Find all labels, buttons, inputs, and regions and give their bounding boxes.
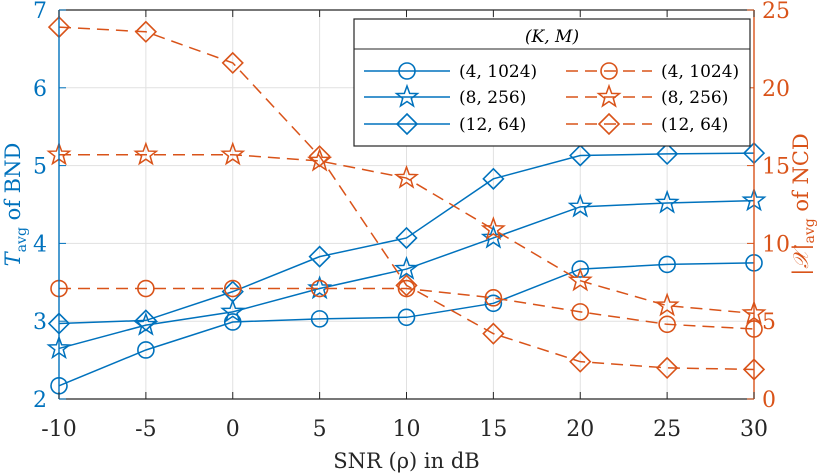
legend-label: (4, 1024) xyxy=(661,62,739,82)
left-y-axis-label-sub: avg xyxy=(14,227,30,252)
data-point-star xyxy=(393,255,420,280)
data-point-circle xyxy=(137,341,155,359)
x-tick-label: -5 xyxy=(135,417,156,442)
series-line xyxy=(59,287,755,330)
data-point-circle xyxy=(310,310,329,328)
data-point-diamond xyxy=(482,167,505,190)
legend-entry-left-star: (8, 256) xyxy=(364,83,526,108)
right-y-axis-label-sub: avg xyxy=(802,218,818,243)
data-point-circle xyxy=(484,289,503,307)
data-point-diamond xyxy=(569,144,592,167)
series-line xyxy=(58,152,755,325)
legend-label: (12, 64) xyxy=(661,115,728,135)
right-y-tick-label: 25 xyxy=(762,0,790,24)
data-point-diamond xyxy=(569,350,592,373)
data-point-circle xyxy=(484,294,503,313)
x-tick-label: 20 xyxy=(566,417,594,442)
legend-marker-star xyxy=(596,83,622,108)
left-y-axis-label-rest: of BND xyxy=(1,143,25,227)
data-point-star xyxy=(567,267,593,292)
data-point-star xyxy=(654,189,680,214)
series-line xyxy=(59,153,755,315)
data-point-diamond xyxy=(655,356,679,380)
x-tick-label: 30 xyxy=(740,417,768,442)
data-point-diamond xyxy=(395,274,418,297)
legend-entry-right-circle: (4, 1024) xyxy=(566,62,739,82)
data-point-circle xyxy=(310,279,329,298)
data-point-diamond xyxy=(221,51,244,75)
legend-title: (K, M) xyxy=(525,27,579,47)
series-left-circle xyxy=(50,254,763,395)
data-point-star xyxy=(567,193,593,218)
data-point-circle xyxy=(223,313,242,331)
left-y-axis-label-main: T xyxy=(1,250,25,266)
right-y-tick-label: 20 xyxy=(762,77,790,102)
series-line xyxy=(58,262,755,387)
right-y-tick-label: 5 xyxy=(762,310,776,335)
legend-entry-left-circle: (4, 1024) xyxy=(364,62,537,82)
data-point-diamond xyxy=(482,322,505,345)
left-y-tick-label: 7 xyxy=(33,0,47,24)
left-y-tick-label: 5 xyxy=(33,155,47,180)
left-y-tick-label: 2 xyxy=(33,388,47,413)
legend-entry-right-diamond: (12, 64) xyxy=(566,112,728,136)
data-point-diamond xyxy=(395,226,418,250)
data-point-diamond xyxy=(655,142,679,166)
data-point-star xyxy=(393,164,420,189)
legend-box xyxy=(353,18,751,147)
axes: -10 -5 0 5 10 15 20 25 30 2 3 4 5 6 7 0 5 10 15 20 25 SNR (ρ)… xyxy=(1,0,818,473)
x-axis-label: SNR (ρ) in dB xyxy=(333,449,479,473)
plot-area xyxy=(46,15,767,395)
data-point-circle xyxy=(571,303,590,321)
legend-label: (8, 256) xyxy=(661,88,728,108)
data-point-circle xyxy=(658,315,676,334)
right-y-tick-label: 15 xyxy=(762,155,790,180)
x-tick-label: 0 xyxy=(226,417,240,442)
left-y-tick-label: 4 xyxy=(33,232,47,257)
data-point-circle xyxy=(397,308,416,327)
series-right-star xyxy=(46,141,767,325)
data-point-star xyxy=(220,298,246,323)
data-point-diamond xyxy=(308,245,331,268)
data-point-star xyxy=(480,216,506,241)
left-y-tick-label: 6 xyxy=(33,77,47,102)
legend-marker-circle xyxy=(398,62,416,80)
data-point-circle xyxy=(223,279,242,298)
legend-marker-diamond xyxy=(597,112,621,136)
data-point-diamond xyxy=(308,145,331,168)
data-point-circle xyxy=(137,279,155,298)
right-y-axis-label: |𝒳|avg of NCD xyxy=(789,133,818,275)
legend-label: (8, 256) xyxy=(459,88,526,108)
legend-marker-circle xyxy=(600,62,618,80)
legend-marker-diamond xyxy=(395,112,419,136)
x-tick-label: 10 xyxy=(393,417,421,442)
right-y-tick-label: 10 xyxy=(762,232,790,257)
left-y-axis-label: Tavg of BND xyxy=(1,143,30,267)
series-line xyxy=(58,199,755,350)
x-tick-label: 5 xyxy=(313,417,327,442)
data-point-circle xyxy=(658,255,676,274)
right-y-axis-label-main: |𝒳| xyxy=(789,244,814,276)
legend-label: (12, 64) xyxy=(459,115,526,135)
legend-entry-right-star: (8, 256) xyxy=(566,83,728,108)
legend-label: (4, 1024) xyxy=(459,62,537,82)
data-point-star xyxy=(654,292,680,317)
left-y-tick-label: 3 xyxy=(33,310,47,335)
data-point-diamond xyxy=(134,309,158,332)
legend: (K, M) (4, 1024) (8, 256) (12, 64) (4, 1024)… xyxy=(353,18,751,147)
legend-marker-star xyxy=(394,83,420,108)
data-point-star xyxy=(133,141,159,166)
series-line xyxy=(58,26,755,371)
data-point-star xyxy=(220,141,246,166)
data-point-diamond xyxy=(134,20,158,43)
data-point-circle xyxy=(571,260,590,278)
right-y-axis-label-rest: of NCD xyxy=(789,133,813,218)
right-y-tick-label: 0 xyxy=(762,388,776,413)
x-tick-label: -10 xyxy=(41,417,76,442)
x-tick-label: 15 xyxy=(479,417,507,442)
legend-entry-left-diamond: (12, 64) xyxy=(364,112,526,136)
x-tick-label: 25 xyxy=(653,417,681,442)
